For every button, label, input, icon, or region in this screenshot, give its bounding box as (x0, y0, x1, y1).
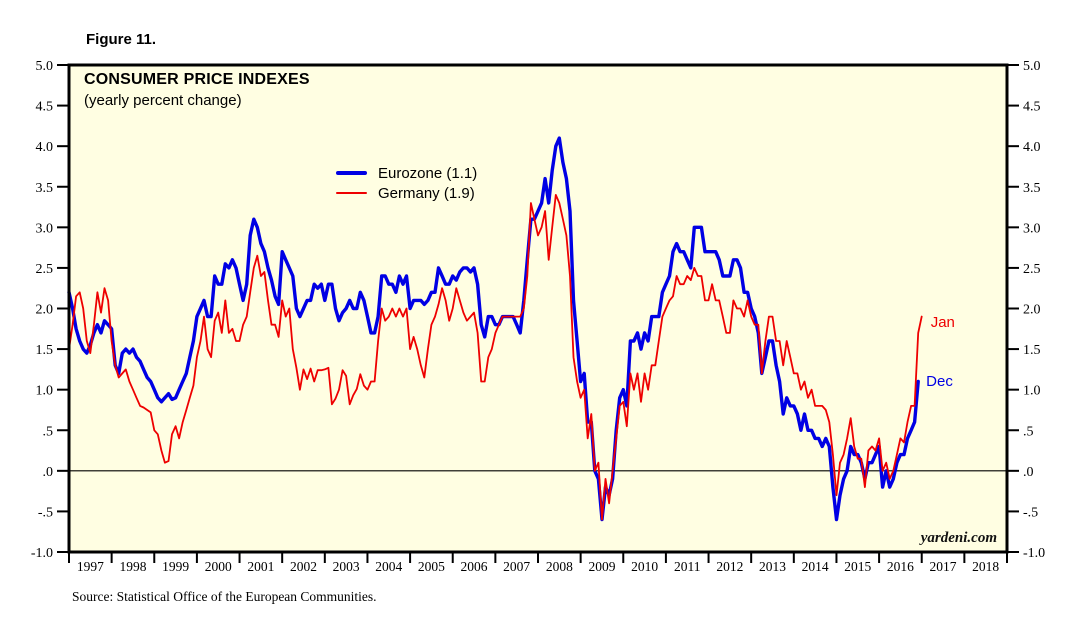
y-tick-label-right: 1.0 (1023, 384, 1041, 399)
x-tick-label: 2007 (503, 559, 530, 574)
x-tick-label: 2004 (375, 559, 402, 574)
germany-line (68, 193, 923, 521)
x-tick-label: 2017 (930, 559, 957, 574)
x-tick-label: 1999 (162, 559, 189, 574)
y-tick-label-right: 4.5 (1023, 100, 1041, 115)
y-tick-label-left: 3.0 (36, 221, 54, 236)
x-tick-label: 2009 (588, 559, 615, 574)
x-tick-label: 2016 (887, 559, 914, 574)
legend-label-eurozone: Eurozone (1.1) (378, 164, 478, 182)
eurozone-line-swatch (336, 171, 367, 175)
y-tick-label-right: 5.0 (1023, 59, 1041, 74)
y-tick-label-right: .0 (1023, 465, 1034, 480)
y-tick-label-left: .5 (43, 424, 54, 439)
x-tick-label: 2008 (546, 559, 573, 574)
y-tick-label-right: 2.0 (1023, 303, 1041, 318)
x-tick-label: 2002 (290, 559, 317, 574)
watermark: yardeni.com (920, 530, 997, 546)
x-tick-label: 2012 (716, 559, 743, 574)
x-tick-label: 2014 (802, 559, 829, 574)
y-tick-label-right: 3.0 (1023, 221, 1041, 236)
x-tick-label: 2011 (674, 559, 701, 574)
x-tick-label: 2005 (418, 559, 445, 574)
germany-line-swatch (336, 192, 367, 194)
y-tick-label-right: .5 (1023, 424, 1034, 439)
legend: Eurozone (1.1) Germany (1.9) (336, 163, 477, 203)
y-tick-label-right: 1.5 (1023, 343, 1041, 358)
x-tick-label: 2010 (631, 559, 658, 574)
y-tick-label-left: 2.5 (36, 262, 54, 277)
y-tick-label-left: -1.0 (31, 546, 53, 561)
legend-label-germany: Germany (1.9) (378, 184, 475, 202)
chart-title: CONSUMER PRICE INDEXES (84, 71, 310, 88)
chart-subtitle: (yearly percent change) (84, 92, 242, 109)
source-note: Source: Statistical Office of the Europe… (72, 589, 377, 604)
annotation-jan: Jan (930, 313, 955, 331)
x-tick-label: 2006 (461, 559, 488, 574)
x-tick-label: 2001 (247, 559, 274, 574)
y-tick-label-left: 2.0 (36, 303, 54, 318)
y-tick-label-left: -.5 (38, 505, 53, 520)
x-tick-label: 1998 (119, 559, 146, 574)
y-tick-label-right: 2.5 (1023, 262, 1041, 277)
y-tick-label-left: 1.0 (36, 384, 54, 399)
y-tick-label-right: 3.5 (1023, 181, 1041, 196)
y-tick-label-right: -1.0 (1023, 546, 1045, 561)
y-tick-label-left: 4.0 (36, 140, 54, 155)
y-tick-label-right: -.5 (1023, 505, 1038, 520)
y-tick-label-left: 3.5 (36, 181, 54, 196)
y-axis: 5.0 5.0 4.5 4.5 4.0 4.0 3.5 3.5 3.0 3.0 2.5 2.5 2.0 2… (31, 59, 1045, 561)
figure-label: Figure 11. (86, 31, 157, 48)
legend-item-eurozone: Eurozone (1.1) (336, 163, 477, 183)
y-tick-label-left: .0 (43, 465, 54, 480)
x-axis: 1997 1998 1999 2000 2001 2002 2003 2004 2005 2006… (68, 552, 1008, 574)
legend-item-germany: Germany (1.9) (336, 183, 477, 203)
x-tick-label: 2015 (844, 559, 871, 574)
y-tick-label-left: 1.5 (36, 343, 54, 358)
y-tick-label-left: 5.0 (36, 59, 54, 74)
plot-frame (67, 63, 1009, 554)
annotation-dec: Dec (926, 372, 953, 390)
y-tick-label-left: 4.5 (36, 100, 54, 115)
eurozone-line (67, 136, 920, 522)
x-tick-label: 1997 (77, 559, 104, 574)
x-tick-label: 2003 (333, 559, 360, 574)
x-tick-label: 2018 (972, 559, 999, 574)
x-tick-label: 2013 (759, 559, 786, 574)
x-tick-label: 2000 (205, 559, 232, 574)
y-tick-label-right: 4.0 (1023, 140, 1041, 155)
